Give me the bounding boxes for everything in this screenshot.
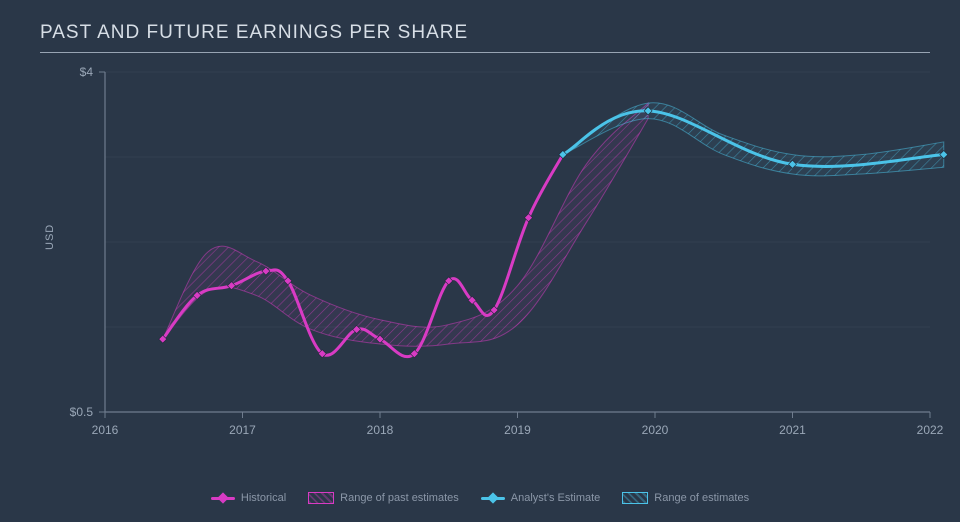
legend-historical: Historical <box>211 492 286 504</box>
legend-future-range: Range of estimates <box>622 492 749 504</box>
y-axis-label: USD <box>44 224 56 250</box>
svg-text:2022: 2022 <box>917 423 944 437</box>
svg-text:2019: 2019 <box>504 423 531 437</box>
legend-past-range: Range of past estimates <box>308 492 459 504</box>
legend-swatch-estimate <box>481 497 505 500</box>
svg-text:2016: 2016 <box>92 423 119 437</box>
legend-label-historical: Historical <box>241 492 286 504</box>
legend-estimate: Analyst's Estimate <box>481 492 601 504</box>
svg-text:2021: 2021 <box>779 423 806 437</box>
svg-text:2018: 2018 <box>367 423 394 437</box>
legend-label-past-range: Range of past estimates <box>340 492 459 504</box>
svg-text:2017: 2017 <box>229 423 256 437</box>
title-rule <box>40 52 930 53</box>
plot-svg: 2016 2017 2018 2019 2020 2021 2022 $0.5 $4 <box>0 0 960 522</box>
legend-swatch-past-range <box>308 492 334 504</box>
legend-swatch-historical <box>211 497 235 500</box>
legend: Historical Range of past estimates Analy… <box>0 492 960 504</box>
svg-text:$0.5: $0.5 <box>70 405 94 419</box>
svg-text:2020: 2020 <box>642 423 669 437</box>
chart-container: PAST AND FUTURE EARNINGS PER SHARE USD 2… <box>0 0 960 522</box>
legend-label-estimate: Analyst's Estimate <box>511 492 601 504</box>
legend-label-future-range: Range of estimates <box>654 492 749 504</box>
svg-text:$4: $4 <box>80 65 94 79</box>
chart-title: PAST AND FUTURE EARNINGS PER SHARE <box>40 22 468 44</box>
legend-swatch-future-range <box>622 492 648 504</box>
